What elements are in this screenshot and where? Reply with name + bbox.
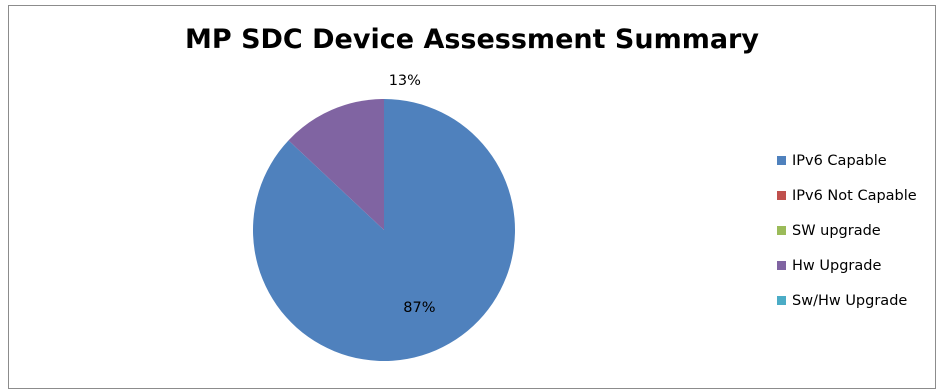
data-label-ipv6-capable: 87% xyxy=(403,300,435,316)
legend-label: Sw/Hw Upgrade xyxy=(792,293,908,309)
data-label-hw-upgrade: 13% xyxy=(389,73,421,89)
legend-label: IPv6 Not Capable xyxy=(792,188,917,204)
pie-chart: 87% 13% xyxy=(252,73,515,361)
legend-label: SW upgrade xyxy=(792,223,881,239)
legend-label: Hw Upgrade xyxy=(792,258,882,274)
legend-swatch xyxy=(777,155,786,165)
legend-item-hw-upgrade: Hw Upgrade xyxy=(777,256,881,276)
legend-item-ipv6-not-capable: IPv6 Not Capable xyxy=(777,186,917,206)
pie-slice-hw-upgrade xyxy=(288,99,384,230)
chart-title: MP SDC Device Assessment Summary xyxy=(185,24,759,55)
legend-item-sw-hw-upgrade: Sw/Hw Upgrade xyxy=(777,291,907,311)
legend-swatch xyxy=(777,260,786,270)
legend-item-ipv6-capable: IPv6 Capable xyxy=(777,151,887,171)
legend-item-sw-upgrade: SW upgrade xyxy=(777,221,881,241)
legend-swatch xyxy=(777,295,786,305)
legend-swatch xyxy=(777,225,786,235)
legend-label: IPv6 Capable xyxy=(792,153,887,169)
chart-frame: MP SDC Device Assessment Summary 87% 13% … xyxy=(8,5,936,389)
legend-swatch xyxy=(777,190,786,200)
